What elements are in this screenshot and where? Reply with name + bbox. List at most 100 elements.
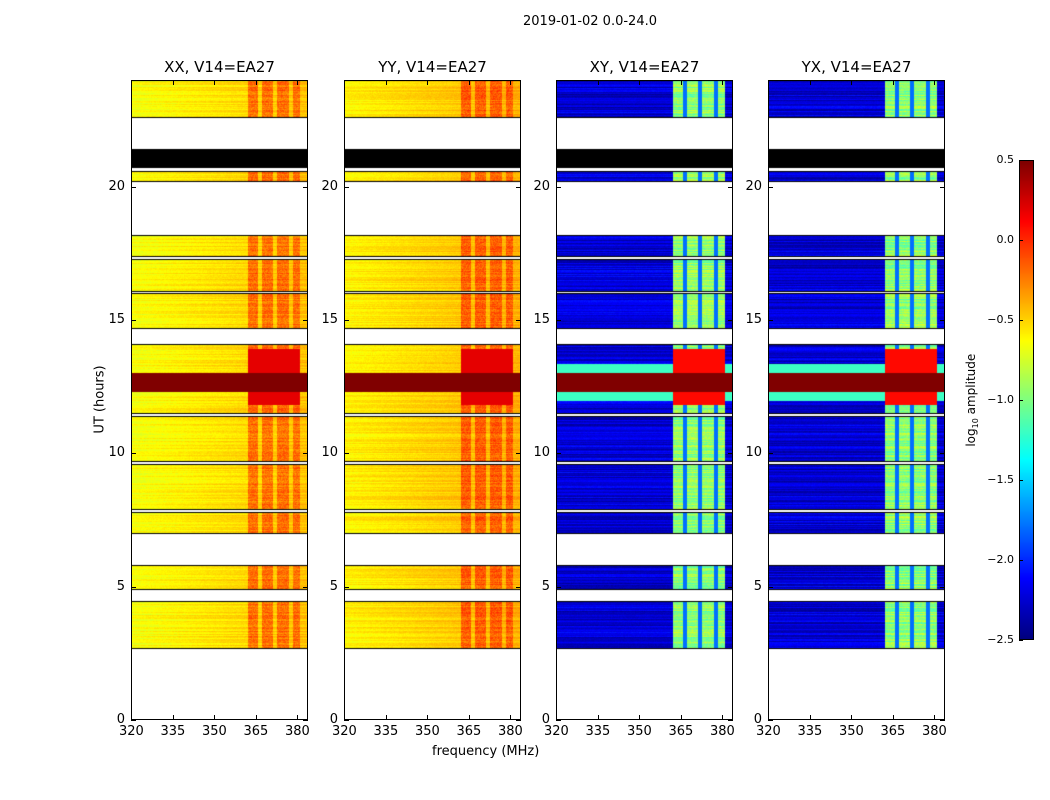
y-tick: [556, 186, 561, 188]
y-tick: [344, 320, 349, 321]
y-tick: [728, 720, 733, 721]
y-tick: [303, 320, 308, 321]
x-tick: [851, 715, 852, 720]
y-tick-label: 20: [745, 178, 762, 194]
colorbar-label-sub: 10: [971, 418, 981, 429]
y-tick-label: 20: [108, 178, 125, 194]
x-tick-label: 320: [332, 724, 357, 739]
colorbar-tick: [1019, 640, 1023, 641]
colorbar-tick: [1019, 320, 1023, 321]
y-tick: [303, 186, 308, 188]
x-tick: [680, 80, 682, 85]
x-tick: [214, 80, 215, 85]
x-tick: [639, 80, 640, 85]
y-tick: [131, 586, 136, 588]
panel-title: YY, V14=EA27: [378, 58, 487, 76]
y-tick: [940, 320, 945, 321]
x-tick: [680, 715, 682, 720]
y-tick: [516, 320, 521, 321]
y-tick-label: 0: [541, 712, 550, 727]
figure-title: 2019-01-02 0.0-24.0: [523, 14, 657, 29]
x-tick-label: 365: [880, 724, 906, 739]
x-tick: [214, 715, 215, 720]
y-tick: [303, 453, 308, 455]
x-tick: [172, 80, 174, 85]
y-tick: [556, 320, 561, 321]
x-tick-label: 365: [668, 724, 694, 739]
y-tick: [728, 186, 733, 188]
y-tick: [131, 186, 136, 188]
y-tick-label: 5: [753, 578, 762, 594]
heatmap-3: [768, 80, 945, 720]
y-tick-label: 15: [108, 312, 125, 327]
x-tick: [556, 80, 557, 85]
y-tick-label: 20: [321, 178, 338, 194]
colorbar-tick-label: 0.0: [996, 233, 1015, 246]
heatmap-1: [344, 80, 521, 720]
x-tick-label: 350: [627, 724, 652, 739]
y-tick-label: 20: [533, 178, 550, 194]
x-tick: [385, 80, 387, 85]
y-tick-label: 0: [329, 712, 338, 727]
y-tick: [940, 586, 945, 588]
y-tick-label: 5: [116, 578, 125, 594]
x-tick: [851, 80, 852, 85]
y-tick: [344, 720, 349, 721]
heatmap-2: [556, 80, 733, 720]
colorbar-tick: [1019, 560, 1023, 561]
panel-title: XX, V14=EA27: [164, 58, 275, 76]
x-tick: [131, 80, 132, 85]
colorbar-tick-label: −2.0: [987, 553, 1014, 566]
colorbar-label: log10 amplitude: [964, 330, 980, 470]
x-tick: [255, 715, 257, 720]
y-tick: [556, 586, 561, 588]
x-tick: [427, 715, 428, 720]
x-tick-label: 365: [456, 724, 482, 739]
x-tick: [556, 715, 557, 720]
x-tick-label: 335: [373, 724, 399, 739]
colorbar-tick: [1019, 240, 1023, 241]
panel-yy: YY, V14=EA27 320 335 350 365 380 0 5 10 15 20: [321, 58, 522, 739]
axes-frame: [131, 80, 308, 720]
x-tick: [809, 80, 811, 85]
y-tick: [131, 720, 136, 721]
y-tick-label: 15: [533, 312, 550, 327]
y-tick-label: 15: [321, 312, 338, 327]
y-tick: [768, 186, 773, 188]
y-tick: [768, 586, 773, 588]
x-tick-label: 380: [922, 724, 947, 739]
x-tick: [468, 80, 470, 85]
y-tick: [556, 453, 561, 455]
x-tick-label: 320: [119, 724, 144, 739]
y-tick: [768, 453, 773, 455]
x-tick: [934, 715, 935, 720]
y-tick-label: 15: [745, 312, 762, 327]
x-tick: [427, 80, 428, 85]
x-tick-label: 380: [285, 724, 310, 739]
x-tick: [297, 715, 298, 720]
y-tick: [344, 453, 349, 455]
y-tick: [940, 720, 945, 721]
y-tick: [728, 586, 733, 588]
x-tick: [768, 80, 769, 85]
colorbar-tick: [1019, 400, 1023, 401]
x-tick: [172, 715, 174, 720]
x-tick: [722, 715, 723, 720]
x-tick: [344, 80, 345, 85]
x-tick-label: 350: [202, 724, 227, 739]
y-tick: [516, 586, 521, 588]
y-tick-label: 10: [533, 445, 550, 461]
x-tick: [468, 715, 470, 720]
y-tick: [940, 453, 945, 455]
panel-xx: XX, V14=EA27 320 335 350 365 380 0 5 10 15 20: [108, 58, 309, 739]
x-tick-label: 350: [415, 724, 440, 739]
y-tick-label: 10: [745, 445, 762, 461]
x-tick-label: 335: [585, 724, 611, 739]
y-tick: [556, 720, 561, 721]
x-tick: [597, 80, 599, 85]
x-tick: [639, 715, 640, 720]
x-tick: [510, 715, 511, 720]
panel-yx: YX, V14=EA27 320 335 350 365 380 0 5 10 15 20: [745, 58, 946, 739]
y-tick: [131, 453, 136, 455]
y-tick-label: 5: [329, 578, 338, 594]
